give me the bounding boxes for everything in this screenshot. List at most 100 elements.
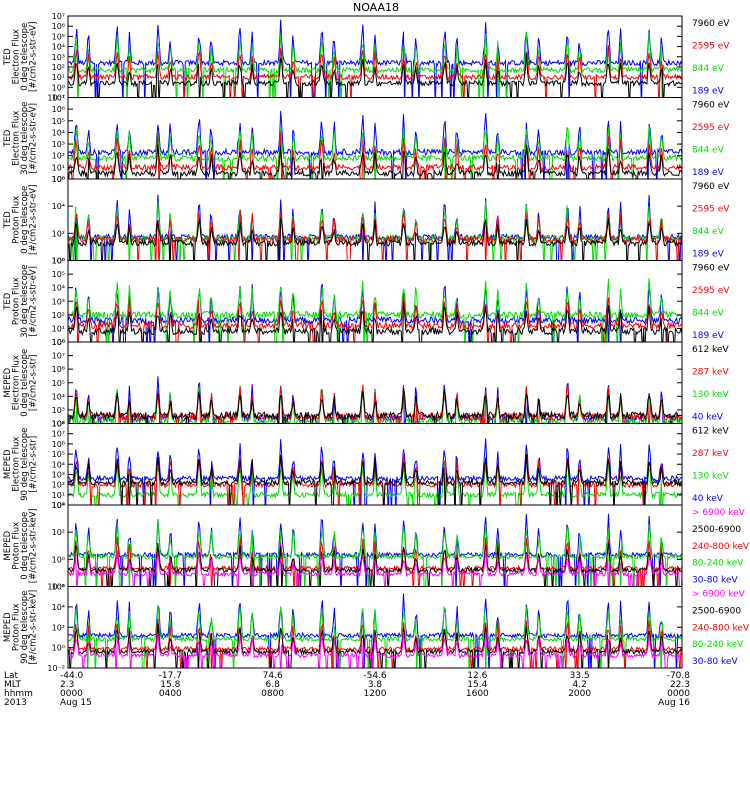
y-tick-label: 10² (52, 623, 65, 632)
series-2595-ev-trace (68, 209, 682, 261)
y-axis-label-line: Proton Flux (12, 603, 22, 651)
series-7960-ev-trace (68, 217, 682, 261)
x-tick-label: 74.6 (263, 671, 283, 681)
y-tick-label: 10⁰ (52, 644, 65, 653)
y-tick-label: 10⁴ (52, 284, 65, 293)
y-axis-label-line: Electron Flux (12, 111, 22, 166)
panel-traces (68, 19, 682, 98)
legend-label: 240-800 keV (692, 542, 750, 552)
legend-label: 2500-6900 (692, 525, 741, 535)
y-tick-label: 10³ (52, 406, 65, 415)
series-612-kev-trace (68, 388, 682, 424)
y-axis-label-line: Electron Flux (12, 437, 22, 492)
x-axis-row-label: Lat (4, 671, 19, 681)
y-axis-label-line: 90 deg telescope (20, 428, 30, 501)
series-130-kev-trace (68, 460, 682, 505)
x-tick-label: 33.5 (570, 671, 590, 681)
y-tick-label: 10⁷ (52, 12, 65, 21)
x-tick-label: -44.0 (60, 671, 84, 681)
panel-traces (68, 376, 682, 424)
y-tick-label: 10⁷ (52, 430, 65, 439)
y-tick-label: 10⁶ (52, 583, 65, 592)
y-tick-label: 10² (52, 481, 65, 490)
y-tick-label: 10⁶ (52, 175, 65, 184)
panel-traces (68, 513, 682, 587)
y-axis-label-line: Proton Flux (12, 522, 22, 570)
x-tick-label: Aug 16 (658, 698, 690, 708)
y-axis-label-line: 0 deg telescope (20, 512, 30, 580)
panel-6: 10⁰10¹10²10³10⁴10⁵10⁶10⁷10⁸MEPEDElectron… (3, 420, 729, 511)
series--6900-kev-trace (68, 550, 682, 587)
x-tick-label: 1600 (466, 689, 489, 699)
x-tick-label: 6.8 (266, 680, 281, 690)
x-axis-row-label: hhmm (4, 689, 33, 699)
y-axis-label-line: MEPED (3, 612, 13, 642)
series-844-ev-trace (68, 31, 682, 98)
legend-label: 2595 eV (692, 123, 730, 133)
y-tick-label: 10² (52, 311, 65, 320)
y-tick-label: 10⁶ (52, 257, 65, 266)
series-40-kev-trace (68, 438, 682, 505)
series-7960-ev-trace (68, 53, 682, 98)
x-tick-label: 15.8 (160, 680, 180, 690)
legend-label: 40 keV (692, 413, 724, 423)
y-tick-label: 10³ (52, 297, 65, 306)
y-tick-label: 10¹ (52, 73, 65, 82)
series-2595-ev-trace (68, 45, 682, 98)
y-axis-label-line: Proton Flux (12, 277, 22, 325)
y-tick-label: 10⁴ (52, 501, 65, 510)
y-axis-label-line: 30 deg telescope (20, 102, 30, 175)
legend-label: 80-240 keV (692, 559, 744, 569)
x-tick-label: 12.6 (467, 671, 487, 681)
y-tick-label: 10² (52, 528, 65, 537)
legend-label: 189 eV (692, 250, 725, 260)
legend-label: 240-800 keV (692, 623, 750, 633)
series-80-240-kev-trace (68, 604, 682, 668)
y-axis-label-line: 90 deg telescope (20, 591, 30, 664)
y-tick-label: 10⁰ (52, 338, 65, 347)
legend-label: 612 keV (692, 427, 729, 437)
panels: 10⁻¹10⁰10¹10²10³10⁴10⁵10⁶10⁷TEDElectron … (3, 12, 750, 673)
legend-label: 7960 eV (692, 264, 730, 274)
legend-label: 2595 eV (692, 286, 730, 296)
y-axis-label-line: TED (3, 48, 13, 67)
y-tick-label: 10³ (52, 53, 65, 62)
y-tick-label: 10³ (52, 140, 65, 149)
legend-label: 80-240 keV (692, 640, 744, 650)
legend-label: 30-80 keV (692, 576, 738, 586)
x-tick-label: 22.3 (670, 680, 690, 690)
y-tick-label: 10⁵ (52, 117, 65, 126)
y-tick-label: 10⁰ (52, 555, 65, 564)
legend-label: > 6900 keV (692, 508, 746, 518)
y-axis-label-line: [#/cm2-s-str-eV] (29, 266, 39, 336)
legend-label: 844 eV (692, 227, 725, 237)
legend-label: 189 eV (692, 87, 725, 97)
y-tick-label: 10⁶ (52, 22, 65, 31)
y-axis-label-line: MEPED (3, 449, 13, 479)
series-30-80-kev-trace (68, 513, 682, 587)
y-axis-label-line: TED (3, 129, 13, 148)
legend-label: 287 keV (692, 368, 729, 378)
y-axis-label-line: 0 deg telescope (20, 23, 30, 91)
y-tick-label: 10⁻² (47, 664, 65, 673)
panel-traces (68, 194, 682, 261)
y-tick-label: 10⁰ (52, 257, 65, 266)
panel-traces (68, 438, 682, 505)
x-tick-label: 1200 (364, 689, 387, 699)
series-2500-6900-trace (68, 623, 682, 668)
legend-label: 7960 eV (692, 101, 730, 111)
y-axis-label-line: [#/cm2-s-str] (29, 436, 39, 493)
legend-label: 2595 eV (692, 205, 730, 215)
series-7960-ev-trace (68, 302, 682, 342)
y-tick-label: 10² (52, 152, 65, 161)
